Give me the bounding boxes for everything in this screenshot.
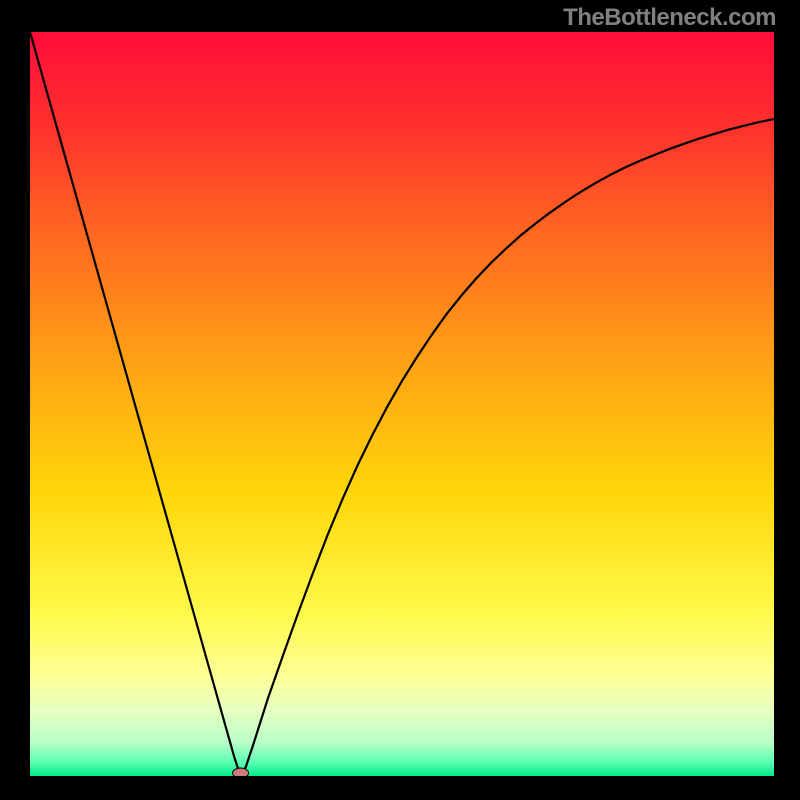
plot-area — [30, 32, 774, 776]
chart-container: TheBottleneck.com — [0, 0, 800, 800]
curve-layer — [30, 32, 774, 776]
bottleneck-curve — [30, 32, 774, 773]
minimum-marker — [233, 768, 249, 776]
watermark-text: TheBottleneck.com — [563, 4, 776, 32]
